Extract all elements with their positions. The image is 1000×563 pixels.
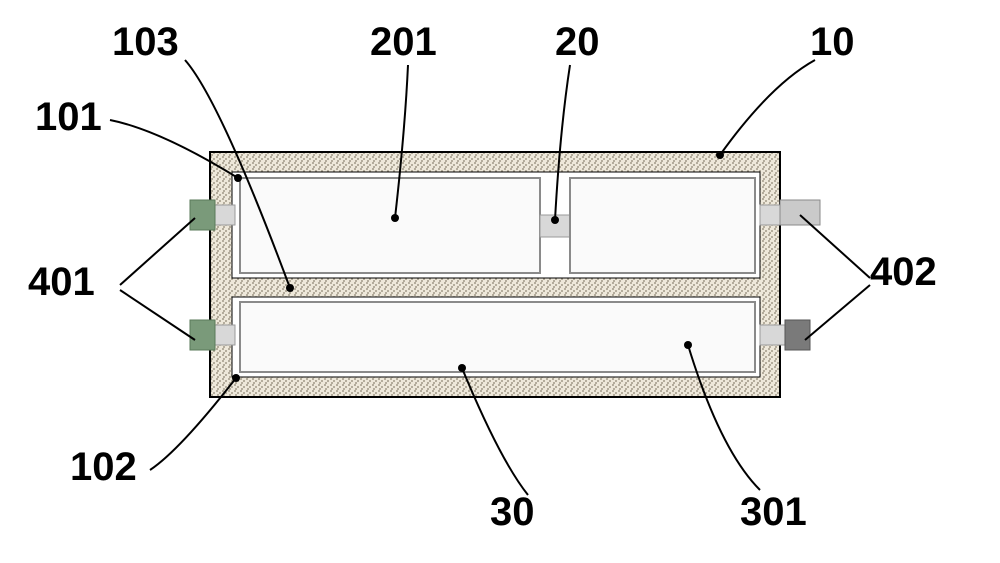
label-102: 102 (70, 445, 137, 490)
diagram-svg (0, 0, 1000, 563)
label-401: 401 (28, 260, 95, 305)
label-10: 10 (810, 20, 855, 65)
terminal-401-bot (190, 320, 215, 350)
diagram-canvas: 103 201 20 10 101 401 402 102 30 301 (0, 0, 1000, 563)
label-30: 30 (490, 490, 535, 535)
terminal-402-top (780, 200, 820, 225)
label-402: 402 (870, 250, 937, 295)
cell-201 (240, 178, 540, 273)
terminal-402-bot (785, 320, 810, 350)
terminal-402-top-tab (760, 205, 780, 225)
cell-top-right (570, 178, 755, 273)
label-301: 301 (740, 490, 807, 535)
label-201: 201 (370, 20, 437, 65)
cell-30 (240, 302, 755, 372)
label-103: 103 (112, 20, 179, 65)
terminal-401-bot-tab (215, 325, 235, 345)
terminal-402-bot-tab (760, 325, 785, 345)
terminal-401-top-tab (215, 205, 235, 225)
terminal-401-top (190, 200, 215, 230)
label-20: 20 (555, 20, 600, 65)
label-101: 101 (35, 95, 102, 140)
